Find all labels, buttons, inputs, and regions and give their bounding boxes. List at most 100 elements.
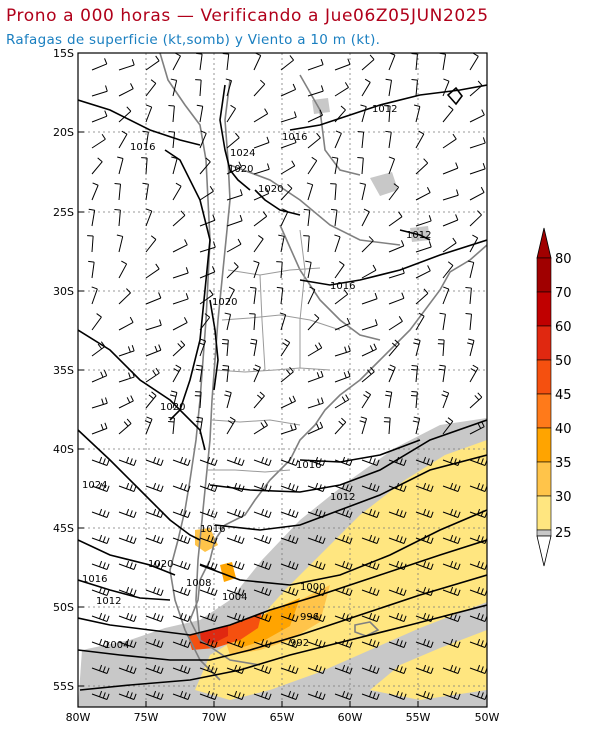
internal-border-1 (229, 164, 401, 246)
wind-barb-tick (322, 589, 326, 596)
wind-barb-tick (411, 53, 418, 55)
wind-barb-tick (288, 397, 293, 404)
isobar-label: 1020 (228, 164, 253, 175)
isobar-label: 1016 (200, 524, 225, 535)
wind-barb-tick (477, 80, 483, 86)
wind-barb-staff (469, 214, 482, 227)
wind-barb-tick (234, 664, 238, 671)
lat-tick-label: 25S (53, 206, 74, 219)
wind-barb-tick (369, 638, 373, 645)
colorbar-bottom-arrow (536, 535, 552, 567)
wind-barb-tick (160, 693, 164, 700)
isobar-label: 1008 (186, 578, 211, 589)
wind-barb-tick (318, 458, 322, 465)
wind-barb-staff (253, 425, 268, 435)
wind-barb-tick (457, 563, 461, 570)
wind-barb-tick (268, 459, 272, 466)
wind-barb-tick (359, 182, 366, 185)
wind-barb-staff (118, 210, 121, 227)
wind-barb-staff (199, 294, 214, 305)
wind-barb-staff (334, 158, 339, 175)
isobar-label: 1012 (372, 104, 397, 115)
wind-barb-staff (199, 392, 202, 409)
wind-barb-staff (91, 288, 98, 305)
wind-barb-tick (99, 534, 103, 541)
wind-barb-tick (234, 638, 238, 645)
wind-barb-tick (363, 394, 369, 399)
wind-barb-tick (342, 690, 346, 697)
wind-barb-tick (293, 136, 297, 143)
wind-barb-tick (106, 485, 110, 492)
wind-barb-tick (391, 342, 398, 348)
isobar-label: 1016 (82, 574, 107, 585)
wind-barb-staff (307, 262, 312, 279)
wind-barb-tick (372, 484, 376, 491)
wind-barb-tick (423, 664, 427, 671)
wind-barb-tick (222, 368, 229, 371)
wind-barb-tick (268, 589, 272, 596)
wind-barb-staff (388, 54, 396, 71)
wind-barb-tick (264, 108, 269, 114)
wind-barb-tick (160, 485, 164, 492)
wind-barb-tick (346, 317, 351, 324)
wind-barb-tick (133, 641, 137, 648)
wind-barb-tick (343, 289, 349, 295)
wind-barb-tick (102, 666, 106, 673)
wind-barb-tick (457, 641, 461, 648)
wind-barb-tick (91, 286, 98, 290)
wind-barb-tick (256, 394, 263, 400)
wind-barb-tick (372, 458, 376, 465)
wind-barb-tick (344, 346, 347, 353)
wind-barb-tick (342, 586, 346, 593)
wind-barb-staff (145, 210, 153, 227)
wind-barb-tick (482, 137, 486, 144)
wind-barb-tick (258, 235, 264, 240)
wind-barb-tick (207, 508, 211, 515)
wind-barb-tick (322, 641, 326, 648)
wind-barb-tick (207, 586, 211, 593)
wind-barb-tick (288, 560, 292, 567)
wind-barb-staff (307, 317, 320, 331)
wind-barb-tick (234, 456, 238, 463)
wind-barb-staff (388, 80, 393, 97)
wind-barb-tick (180, 638, 184, 645)
wind-barb-staff (469, 142, 486, 149)
isobar-label: 1016 (296, 460, 321, 471)
wind-barb-tick (455, 162, 459, 169)
colorbar-label: 50 (555, 354, 572, 369)
wind-barb-tick (450, 586, 454, 593)
wind-barb-tick (214, 485, 218, 492)
wind-barb-tick (264, 510, 268, 517)
wind-barb-tick (230, 104, 236, 109)
wind-barb-tick (369, 664, 373, 671)
wind-barb-tick (477, 482, 481, 489)
wind-barb-tick (457, 589, 461, 596)
wind-barb-tick (156, 562, 160, 569)
wind-barb-tick (331, 156, 338, 159)
wind-barb-tick (159, 319, 162, 326)
wind-barb-tick (345, 640, 349, 647)
wind-barb-tick (445, 420, 451, 425)
wind-barb-tick (261, 690, 265, 697)
wind-barb-tick (261, 508, 265, 515)
wind-barb-tick (210, 562, 214, 569)
wind-barb-tick (430, 537, 434, 544)
wind-barb-tick (196, 364, 203, 367)
wind-barb-tick (318, 562, 322, 569)
colorbar-bin (536, 529, 552, 537)
wind-barb-tick (276, 286, 283, 289)
wind-barb-staff (361, 158, 364, 175)
wind-barb-staff (91, 427, 108, 435)
wind-barb-tick (426, 187, 431, 193)
wind-barb-tick (260, 422, 265, 428)
wind-barb-staff (91, 375, 107, 383)
lon-tick-label: 80W (66, 711, 91, 724)
wind-barb-tick (229, 416, 236, 421)
wind-barb-staff (145, 324, 162, 331)
wind-barb-tick (349, 537, 353, 544)
wind-barb-tick (457, 511, 461, 518)
wind-barb-tick (396, 638, 400, 645)
wind-barb-tick (402, 267, 405, 274)
wind-barb-staff (361, 371, 375, 383)
wind-barb-tick (340, 105, 346, 111)
